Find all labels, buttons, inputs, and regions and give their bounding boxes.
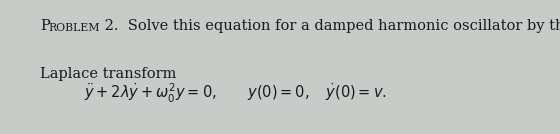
Text: ROBLEM: ROBLEM bbox=[49, 23, 100, 33]
Text: P: P bbox=[40, 19, 49, 33]
Text: Laplace transform: Laplace transform bbox=[40, 67, 176, 81]
Text: 2.  Solve this equation for a damped harmonic oscillator by the: 2. Solve this equation for a damped harm… bbox=[100, 19, 560, 33]
Text: $\ddot{y} + 2\lambda\dot{y} + \omega_0^2 y = 0, \qquad y(0) = 0, \quad \dot{y}(0: $\ddot{y} + 2\lambda\dot{y} + \omega_0^2… bbox=[84, 81, 386, 105]
